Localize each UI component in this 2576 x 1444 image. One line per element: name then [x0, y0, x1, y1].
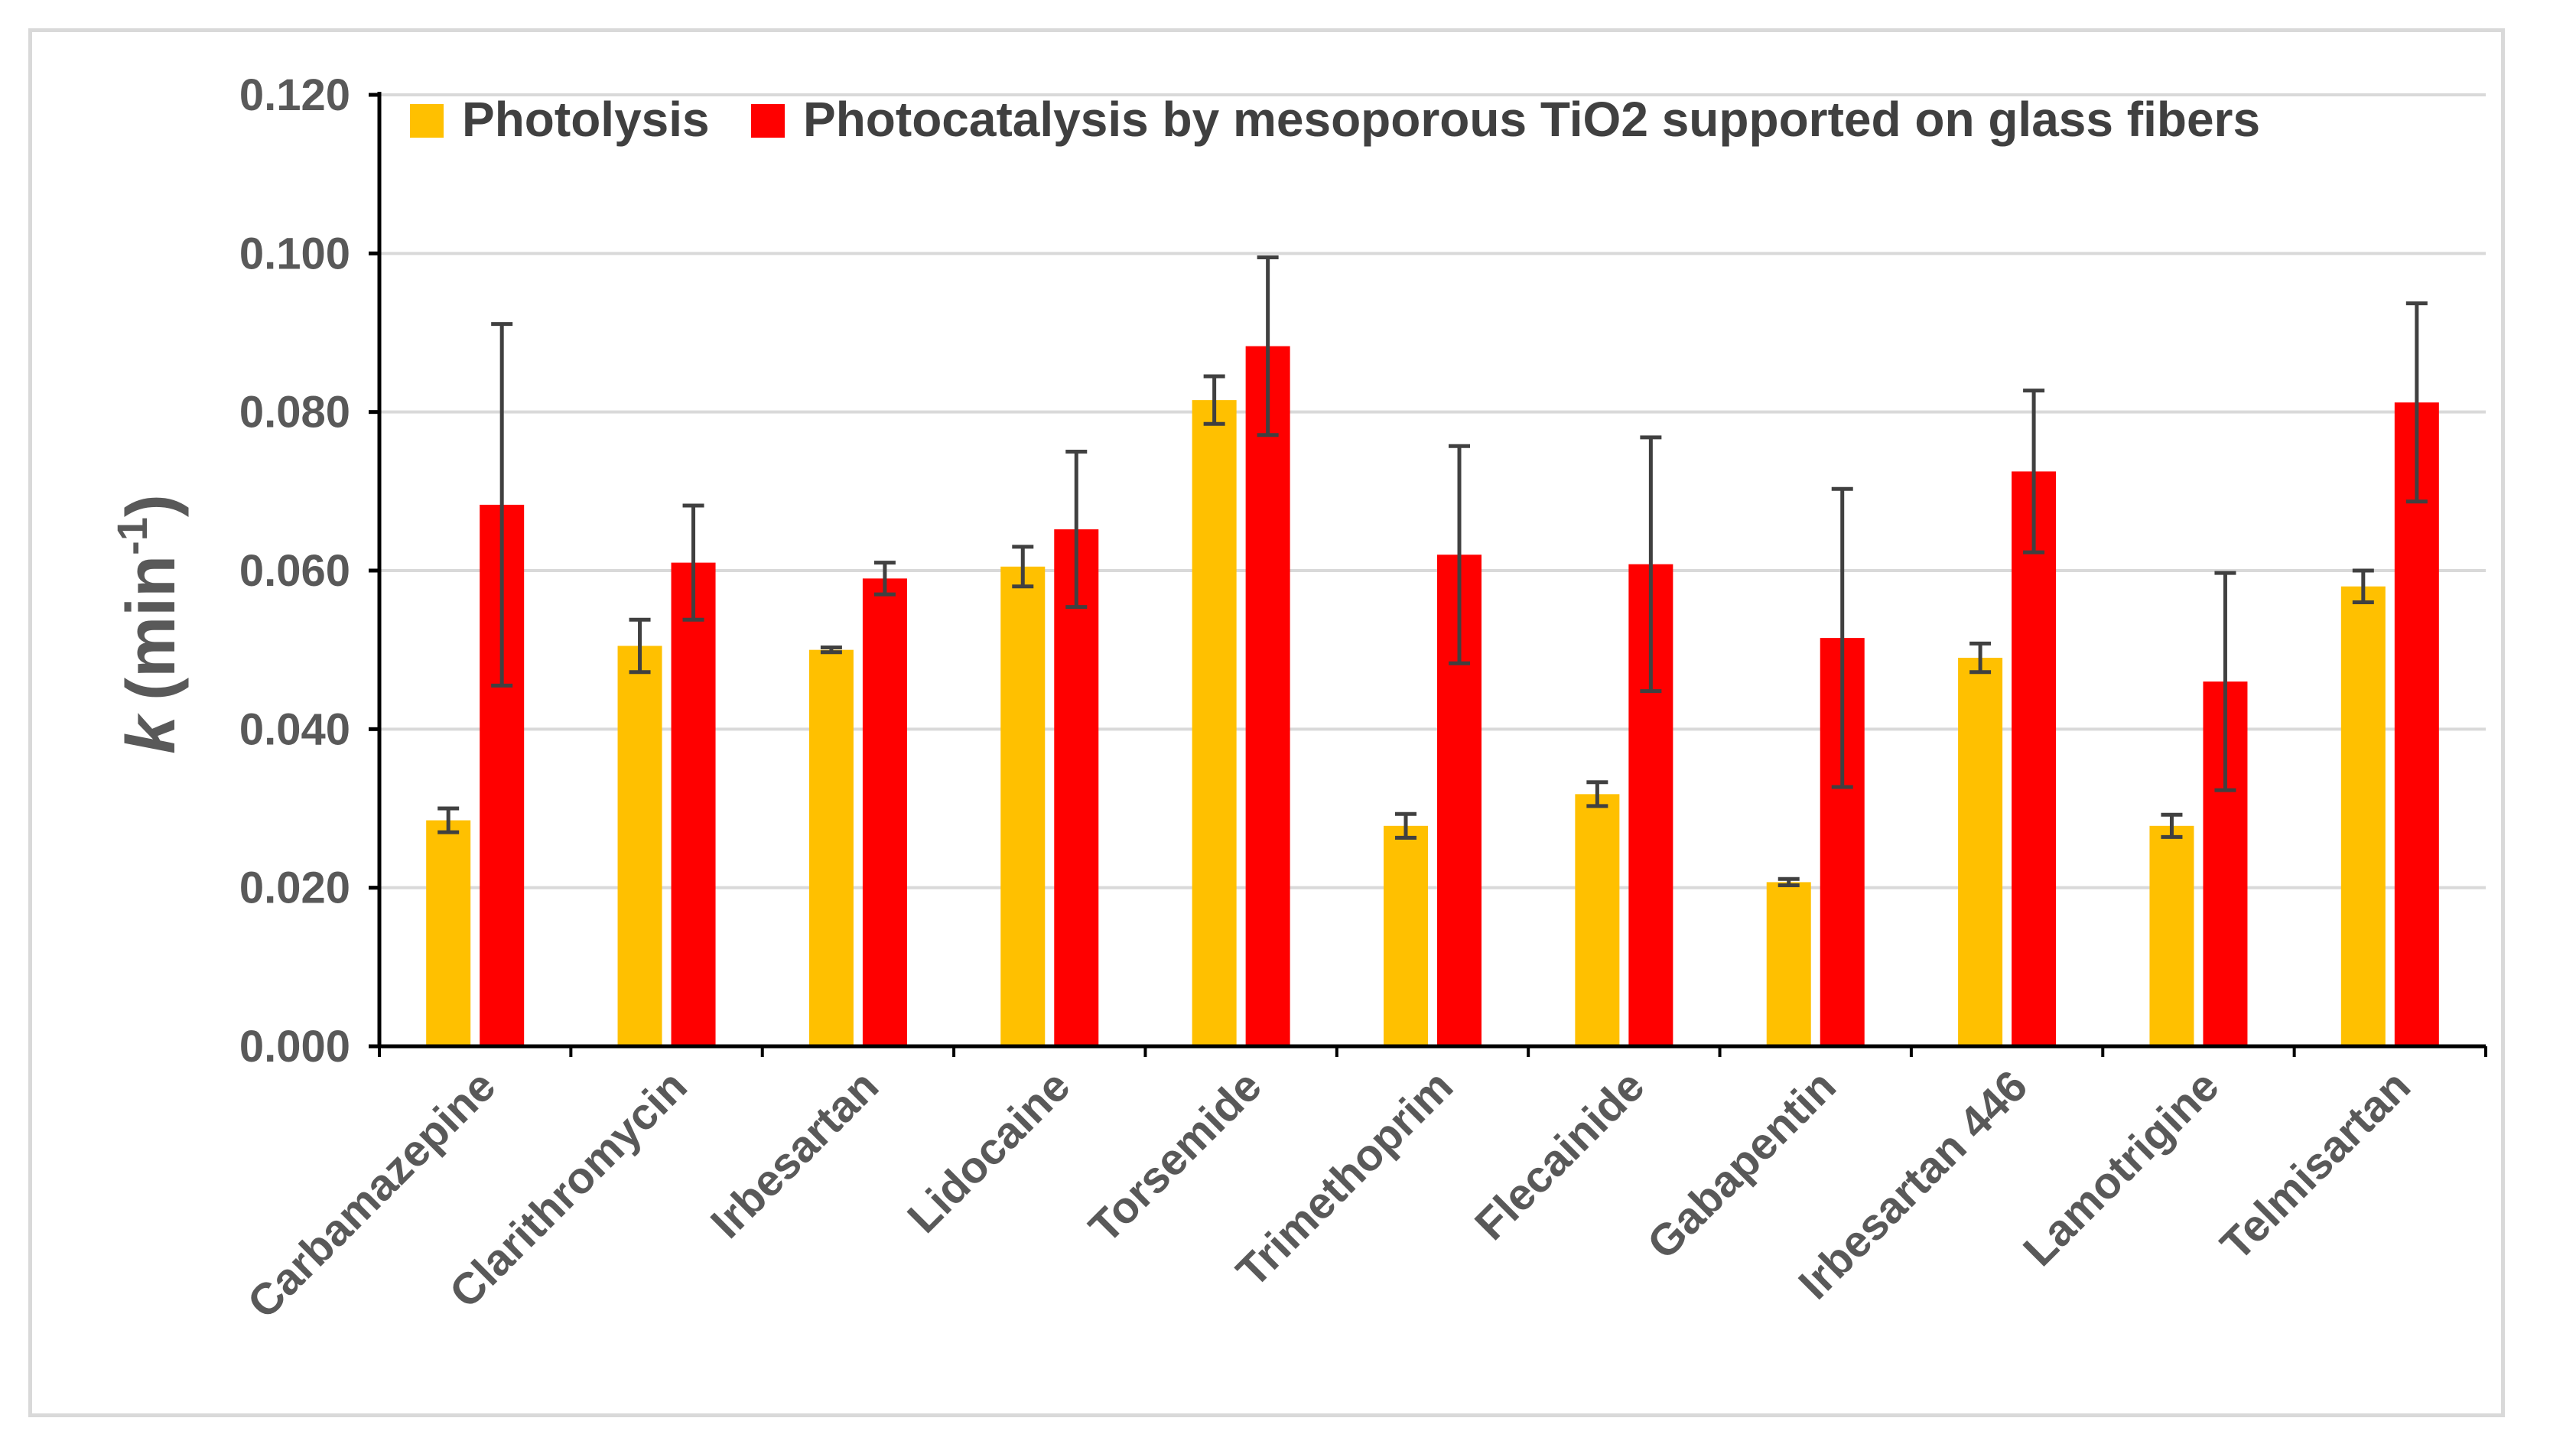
y-axis-unit-open: (min — [113, 555, 190, 701]
y-tick-label: 0.120 — [239, 70, 350, 120]
bar-photocatalysis — [1054, 529, 1099, 1046]
bar-photolysis — [1958, 658, 2003, 1046]
bar-photolysis — [1192, 400, 1237, 1046]
bar-photolysis — [1000, 566, 1046, 1046]
y-tick-label: 0.020 — [239, 863, 350, 913]
legend-swatch-photolysis — [410, 104, 444, 138]
axes — [369, 92, 2487, 1057]
bar-photolysis — [808, 649, 854, 1046]
y-axis-unit-sup: -1 — [108, 517, 156, 555]
bar-photocatalysis — [862, 578, 907, 1046]
x-category-label: Irbesartan — [701, 1061, 888, 1247]
error-bars — [437, 255, 2428, 888]
bar-photocatalysis — [671, 562, 716, 1046]
bar-photolysis — [2340, 586, 2386, 1046]
bar-photocatalysis — [2012, 471, 2057, 1046]
legend: Photolysis Photocatalysis by mesoporous T… — [410, 92, 2260, 147]
bar-photolysis — [2149, 825, 2194, 1046]
x-category-label: Telmisartan — [2211, 1061, 2420, 1270]
legend-label-photolysis: Photolysis — [462, 92, 710, 147]
y-tick-label: 0.080 — [239, 388, 350, 437]
bars — [426, 346, 2439, 1047]
y-tick-label: 0.060 — [239, 546, 350, 596]
gridlines — [379, 93, 2486, 889]
y-tick-labels: 0.000 0.020 0.040 0.060 0.080 0.100 0.120 — [239, 70, 350, 1072]
y-axis-unit-close: ) — [113, 494, 190, 517]
x-category-label: Flecainide — [1465, 1061, 1654, 1250]
bar-photocatalysis — [1245, 346, 1290, 1047]
bar-photolysis — [426, 820, 471, 1046]
x-category-label: Lamotrigine — [2014, 1061, 2229, 1276]
y-tick-label: 0.100 — [239, 229, 350, 278]
y-axis-symbol: k — [113, 713, 190, 754]
bar-photolysis — [617, 646, 662, 1046]
legend-label-photocatalysis: Photocatalysis by mesoporous TiO2 suppor… — [803, 92, 2260, 147]
y-tick-label: 0.040 — [239, 704, 350, 754]
bar-photolysis — [1766, 882, 1811, 1046]
y-axis-label: k (min-1) — [108, 494, 190, 754]
y-tick-label: 0.000 — [239, 1022, 350, 1072]
x-category-label: Lidocaine — [898, 1061, 1079, 1242]
legend-swatch-photocatalysis — [751, 104, 785, 138]
x-category-label: Torsemide — [1080, 1061, 1271, 1252]
bar-photolysis — [1575, 794, 1620, 1046]
bar-photolysis — [1384, 825, 1428, 1046]
bar-photocatalysis — [2394, 402, 2439, 1046]
x-category-label: Gabapentin — [1638, 1061, 1846, 1269]
